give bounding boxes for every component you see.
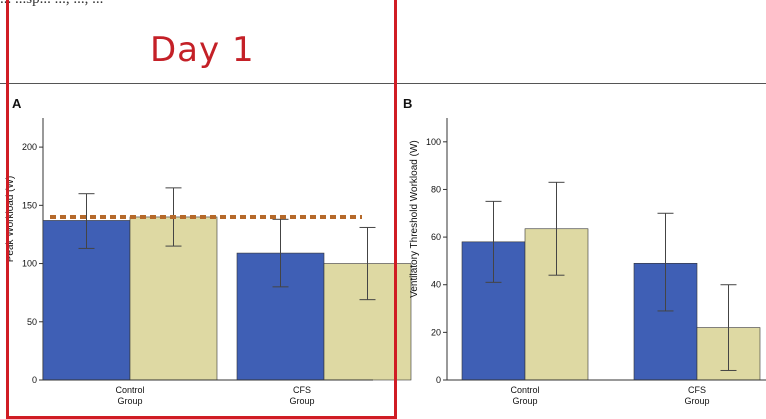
cropped-caption-text: ... ...sp... ..., ..., ...: [0, 0, 766, 9]
category-label: CFS Group: [289, 385, 314, 406]
y-tick-label: 50: [27, 317, 37, 327]
y-tick-label: 80: [431, 184, 441, 194]
category-label: CFS Group: [684, 385, 709, 406]
y-tick-label: 100: [426, 137, 441, 147]
panel-b-letter: B: [403, 96, 413, 111]
y-tick-label: 0: [436, 375, 441, 385]
y-tick-label: 150: [22, 200, 37, 210]
y-axis-title: Ventilatory Threshold Workload (W): [409, 140, 420, 297]
category-label: Control Group: [115, 385, 144, 406]
header-divider: [0, 83, 766, 84]
y-tick-label: 20: [431, 327, 441, 337]
category-label: Control Group: [510, 385, 539, 406]
y-tick-label: 60: [431, 232, 441, 242]
panel-a-letter: A: [12, 96, 22, 111]
y-axis-title: Peak Workload (W): [5, 176, 16, 263]
y-tick-label: 40: [431, 280, 441, 290]
y-tick-label: 100: [22, 259, 37, 269]
y-tick-label: 200: [22, 142, 37, 152]
y-tick-label: 0: [32, 375, 37, 385]
day-title: Day 1: [150, 30, 255, 70]
